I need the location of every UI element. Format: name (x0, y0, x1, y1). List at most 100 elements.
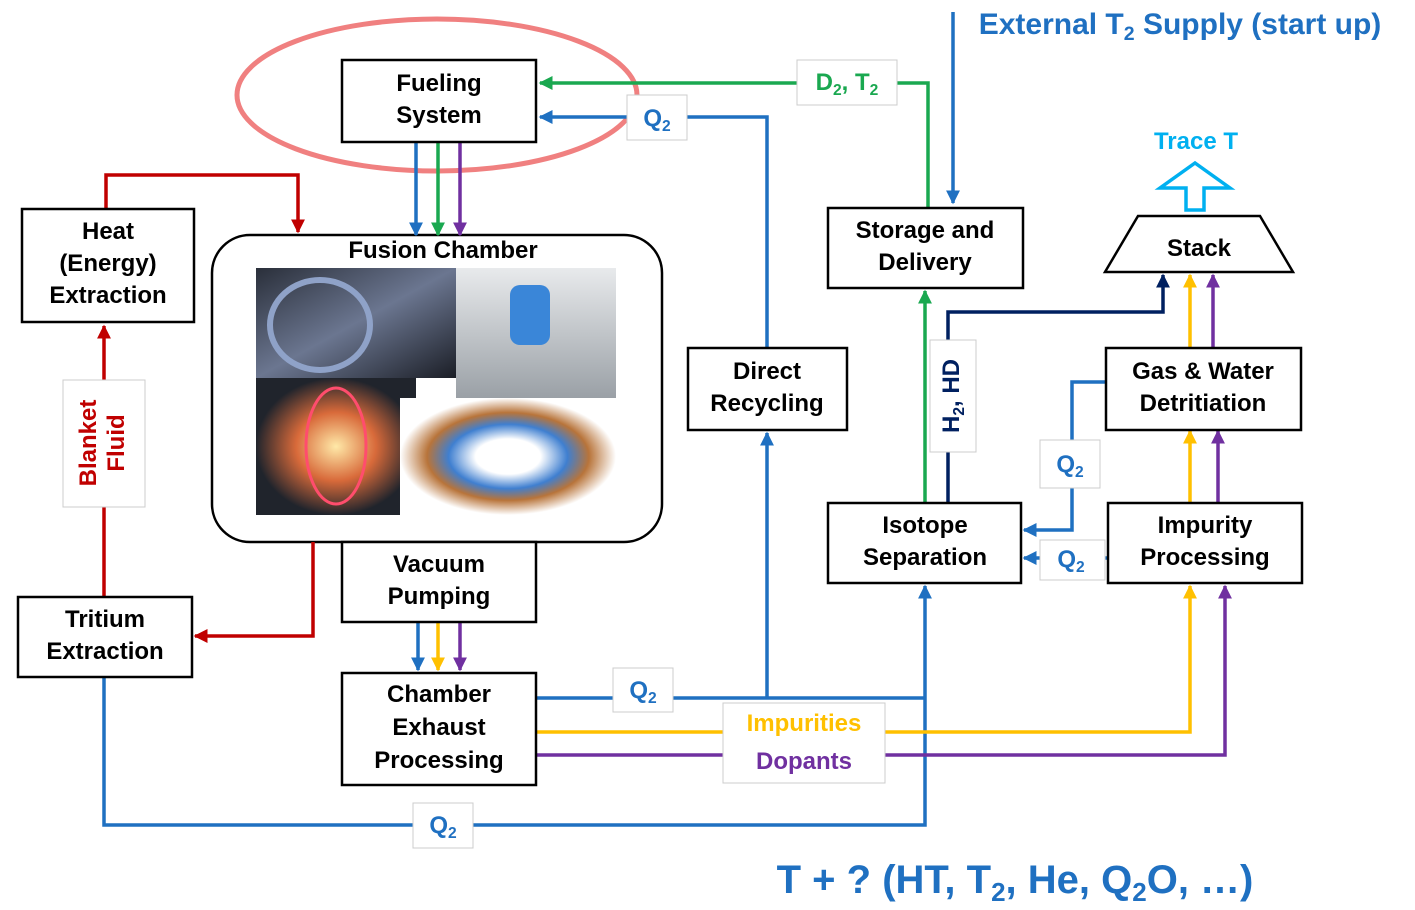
text-part: Q (1056, 451, 1075, 478)
node-label: Fusion Chamber (348, 237, 537, 264)
flow-label-box (929, 339, 977, 453)
node-box (826, 206, 1025, 290)
footer-note: T + ? (HT, T2, He, Q2O, …) (777, 858, 1254, 907)
node-box (1106, 501, 1304, 585)
text-part: H (938, 416, 965, 433)
text-part: Stack (1167, 235, 1232, 262)
node-label: Vacuum Pumping (388, 551, 491, 610)
text-part: , T (842, 69, 870, 96)
text-part: Q (429, 812, 448, 839)
node-label: Tritium Extraction (46, 606, 163, 665)
node-label: Isotope Separation (863, 512, 987, 571)
flow-line (193, 542, 315, 643)
flow-label-box (1039, 539, 1106, 581)
trace-arrow (1154, 160, 1236, 212)
flow-line (538, 76, 930, 208)
text-part: Fueling (396, 70, 481, 97)
text-part: D (816, 69, 833, 96)
stack-box (1102, 214, 1296, 274)
external-supply-label: External T2 Supply (start up) (979, 8, 1382, 45)
text-part: Chamber (387, 681, 491, 708)
flow-label: Q2 (629, 677, 657, 707)
node-label: Heat (Energy) Extraction (49, 218, 166, 309)
node-label: Fueling System (396, 70, 481, 129)
flow-label: Dopants (756, 748, 852, 775)
flow-label-box (796, 59, 898, 106)
flow-label: BlanketFluid (75, 400, 130, 487)
text-part: O, …) (1147, 858, 1254, 902)
subscript: 2 (448, 825, 457, 842)
flow-line (538, 110, 769, 348)
text-part: Recycling (710, 390, 823, 417)
node-label: Direct Recycling (710, 358, 823, 417)
node-label: Storage and Delivery (856, 217, 995, 276)
flow-label-box (626, 94, 688, 141)
trace-label: Trace T (1154, 128, 1238, 155)
text-part: External T (979, 8, 1124, 41)
text-part: Extraction (49, 282, 166, 309)
text-part: Q (629, 677, 648, 704)
flow-label: Impurities (747, 710, 862, 737)
text-part: Pumping (388, 583, 491, 610)
text-part: Detritiation (1140, 390, 1267, 417)
text-part: System (396, 102, 481, 129)
flow-line (104, 173, 305, 234)
text-part: Processing (374, 747, 503, 774)
text-part: Storage and (856, 217, 995, 244)
text-part: Q (643, 105, 662, 132)
text-part: Heat (82, 218, 134, 245)
text-part: (Energy) (59, 250, 156, 277)
flow-label-box (412, 802, 474, 849)
node-box (340, 58, 538, 144)
text-part: Supply (start up) (1135, 8, 1382, 41)
node-box (1104, 346, 1303, 432)
text-part: Fusion Chamber (348, 237, 537, 264)
flow-label: Q2 (1057, 546, 1085, 576)
node-box (826, 501, 1023, 585)
text-part: Impurity (1158, 512, 1253, 539)
node-box (686, 346, 849, 432)
text-part: Processing (1140, 544, 1269, 571)
text-part: Gas & Water (1132, 358, 1274, 385)
node-label: Gas & Water Detritiation (1132, 358, 1274, 417)
subscript: 2 (1075, 464, 1084, 481)
node-box (340, 540, 538, 624)
flow-label: D2, T2 (816, 69, 879, 99)
flow-label: Q2 (1056, 451, 1084, 481)
flow-label: H2, HD (938, 359, 968, 433)
text-part: Isotope (882, 512, 967, 539)
subscript: 2 (662, 118, 671, 135)
text-part: Exhaust (392, 714, 485, 741)
subscript: 2 (1124, 23, 1135, 45)
text-part: Impurities (747, 710, 862, 737)
flow-label: Q2 (429, 812, 457, 842)
subscript: 2 (1076, 559, 1085, 576)
text-part: Separation (863, 544, 987, 571)
text-part: Tritium (65, 606, 145, 633)
text-part: , HD (938, 359, 965, 407)
text-part: Direct (733, 358, 801, 385)
flow-line (102, 678, 927, 827)
subscript: 2 (833, 82, 842, 99)
text-part: Dopants (756, 748, 852, 775)
subscript: 2 (951, 407, 968, 416)
text-part: , He, Q (1006, 858, 1133, 902)
node-box (20, 207, 196, 324)
text-part: Fluid (103, 414, 130, 471)
chamber-images (256, 268, 616, 515)
text-part: T + ? (HT, T (777, 858, 991, 902)
flow-label-box (62, 379, 146, 508)
subscript: 2 (870, 82, 879, 99)
text-part: Trace T (1154, 128, 1238, 155)
node-box (16, 595, 194, 679)
text-part: Blanket (75, 400, 102, 487)
flow-label-box (1039, 439, 1101, 489)
subscript: 2 (1132, 877, 1146, 907)
subscript: 2 (991, 877, 1005, 907)
subscript: 2 (648, 690, 657, 707)
text-part: Delivery (878, 249, 972, 276)
node-box (340, 671, 538, 787)
node-label: Stack (1167, 235, 1232, 262)
text-part: Vacuum (393, 551, 485, 578)
